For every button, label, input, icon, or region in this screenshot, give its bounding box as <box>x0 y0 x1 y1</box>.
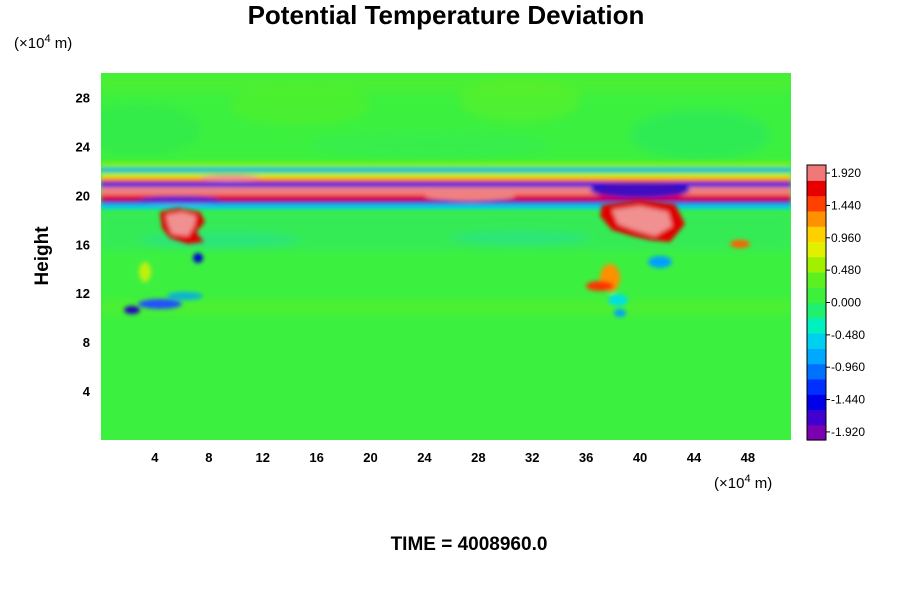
colorbar-segment <box>807 165 826 181</box>
colorbar-tick-label: 1.440 <box>831 198 861 212</box>
y-axis-ticks: 4 8 12 16 20 24 28 <box>76 90 91 399</box>
colorbar-segment <box>807 409 826 426</box>
x-tick-label: 32 <box>525 450 539 465</box>
y-tick-label: 24 <box>76 139 91 154</box>
y-tick-label: 16 <box>76 237 90 252</box>
y-tick-label: 20 <box>76 188 90 203</box>
x-tick-label: 12 <box>255 450 269 465</box>
y-tick-label: 4 <box>83 384 91 399</box>
colorbar-segment <box>807 333 826 349</box>
colorbar-tick-label: -0.480 <box>831 328 865 342</box>
colorbar-segment <box>807 287 826 304</box>
colorbar-segment <box>807 302 826 319</box>
time-label: TIME = 4008960.0 <box>391 534 548 555</box>
x-tick-label: 28 <box>471 450 485 465</box>
colorbar-tick-label: -1.440 <box>831 393 865 407</box>
y-unit-label: (×104 m) <box>14 33 72 52</box>
x-tick-label: 40 <box>633 450 647 465</box>
colorbar-segment <box>807 256 826 273</box>
colorbar-segment <box>807 363 826 380</box>
colorbar-segment <box>807 271 826 288</box>
chart-title: Potential Temperature Deviation <box>248 0 645 30</box>
x-tick-label: 8 <box>205 450 212 465</box>
colorbar-tick-label: 0.960 <box>831 231 861 245</box>
colorbar-segment <box>807 378 826 395</box>
colorbar-segment <box>807 226 826 242</box>
colorbar-segment <box>807 195 826 212</box>
x-tick-label: 4 <box>151 450 159 465</box>
colorbar-tick-label: 1.920 <box>831 166 861 180</box>
x-tick-label: 20 <box>363 450 377 465</box>
x-axis-ticks: 4 8 12 16 20 24 28 32 36 40 44 48 <box>151 450 755 465</box>
colorbar <box>806 164 827 441</box>
heatmap-field <box>101 73 791 440</box>
y-tick-label: 8 <box>83 335 90 350</box>
colorbar-tick-label: 0.480 <box>831 263 861 277</box>
colorbar-segment <box>807 241 826 258</box>
colorbar-segment <box>807 424 826 441</box>
colorbar-tick-label: -1.920 <box>831 425 865 439</box>
colorbar-segment <box>807 394 826 411</box>
y-tick-label: 28 <box>76 90 90 105</box>
x-tick-label: 48 <box>741 450 755 465</box>
colorbar-segment <box>807 317 826 334</box>
colorbar-tick-label: -0.960 <box>831 360 865 374</box>
colorbar-segment <box>807 210 826 227</box>
x-tick-label: 44 <box>687 450 702 465</box>
colorbar-segment <box>807 180 826 197</box>
x-tick-label: 24 <box>417 450 432 465</box>
x-tick-label: 36 <box>579 450 593 465</box>
y-axis-label: Height <box>32 226 53 286</box>
colorbar-segment <box>807 348 826 365</box>
colorbar-tick-label: 0.000 <box>831 296 861 310</box>
y-tick-label: 12 <box>76 286 90 301</box>
colorbar-ticks: 1.920 1.440 0.960 0.480 0.000 -0.480 -0.960 -1.… <box>826 166 865 439</box>
x-tick-label: 16 <box>309 450 323 465</box>
x-unit-label: (×104 m) <box>714 473 772 492</box>
